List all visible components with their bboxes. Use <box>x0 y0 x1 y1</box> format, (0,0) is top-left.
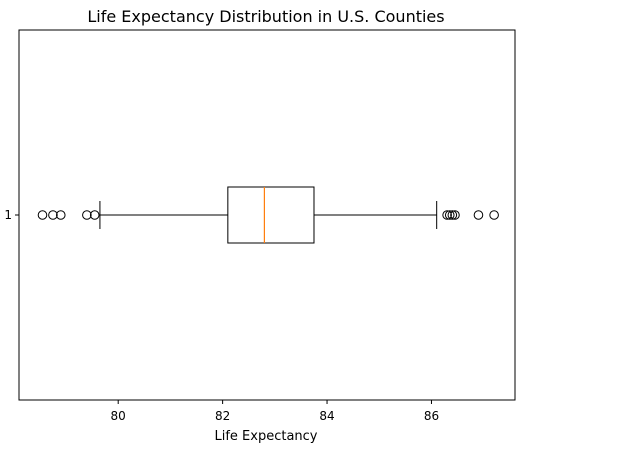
x-axis-label: Life Expectancy <box>214 429 317 444</box>
outlier-point <box>89 210 100 220</box>
x-tick-label: 82 <box>215 409 230 423</box>
outlier-point <box>82 210 92 220</box>
x-tick-label: 86 <box>424 409 439 423</box>
axis-ticks: 80 82 84 86 1 <box>4 208 439 423</box>
outlier-point <box>450 210 460 220</box>
plot-marks <box>37 186 499 244</box>
outlier-point <box>48 210 58 220</box>
outlier-point <box>55 210 66 220</box>
outlier-point <box>489 210 499 220</box>
outlier-point <box>442 210 452 220</box>
chart-title: Life Expectancy Distribution in U.S. Cou… <box>87 7 444 26</box>
x-tick-label: 80 <box>111 409 126 423</box>
y-tick-label: 1 <box>4 208 12 222</box>
outlier-point <box>473 210 484 220</box>
outlier-point <box>447 210 458 220</box>
x-tick-label: 84 <box>319 409 334 423</box>
plot-area-frame <box>18 29 516 401</box>
iqr-box <box>227 186 315 244</box>
outlier-point <box>444 210 455 220</box>
outlier-point <box>37 210 48 220</box>
